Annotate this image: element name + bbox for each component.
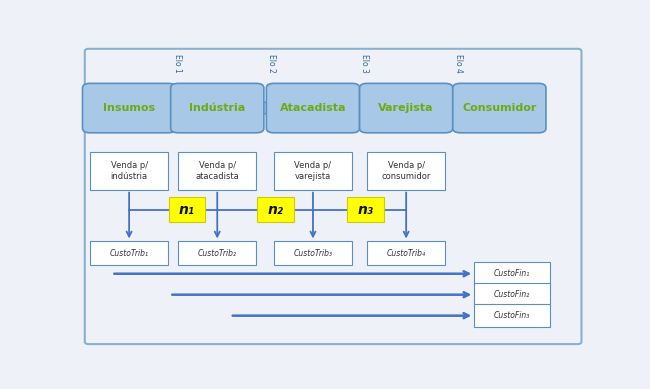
Text: n₃: n₃ (358, 203, 374, 217)
FancyBboxPatch shape (474, 263, 550, 285)
FancyBboxPatch shape (178, 241, 256, 265)
Text: Elo 4: Elo 4 (454, 54, 463, 73)
FancyBboxPatch shape (367, 241, 445, 265)
Text: CustoFin₁: CustoFin₁ (494, 269, 530, 278)
FancyBboxPatch shape (83, 83, 176, 133)
FancyBboxPatch shape (168, 198, 205, 223)
Text: Elo 2: Elo 2 (267, 54, 276, 72)
Text: Venda p/
atacadista: Venda p/ atacadista (196, 161, 239, 181)
FancyBboxPatch shape (367, 152, 445, 190)
Text: CustoTrib₁: CustoTrib₁ (110, 249, 149, 258)
FancyBboxPatch shape (257, 198, 294, 223)
Text: Venda p/
consumidor: Venda p/ consumidor (382, 161, 431, 181)
FancyBboxPatch shape (359, 83, 453, 133)
Text: Insumos: Insumos (103, 103, 155, 113)
Text: n₂: n₂ (267, 203, 283, 217)
FancyBboxPatch shape (90, 241, 168, 265)
FancyBboxPatch shape (171, 83, 264, 133)
Text: CustoTrib₂: CustoTrib₂ (198, 249, 237, 258)
Polygon shape (441, 95, 460, 121)
FancyBboxPatch shape (274, 152, 352, 190)
Text: Venda p/
indústria: Venda p/ indústria (111, 161, 148, 181)
Text: CustoTrib₄: CustoTrib₄ (387, 249, 426, 258)
FancyBboxPatch shape (178, 152, 256, 190)
FancyBboxPatch shape (90, 152, 168, 190)
Polygon shape (347, 95, 367, 121)
Polygon shape (254, 95, 274, 121)
Text: CustoTrib₃: CustoTrib₃ (294, 249, 333, 258)
Text: Varejista: Varejista (378, 103, 434, 113)
Text: Consumidor: Consumidor (462, 103, 536, 113)
FancyBboxPatch shape (266, 83, 359, 133)
FancyBboxPatch shape (274, 241, 352, 265)
Text: Indústria: Indústria (189, 103, 246, 113)
FancyBboxPatch shape (348, 198, 384, 223)
Text: CustoFin₃: CustoFin₃ (494, 311, 530, 320)
FancyBboxPatch shape (474, 284, 550, 306)
FancyBboxPatch shape (453, 83, 546, 133)
Text: Elo 1: Elo 1 (174, 54, 183, 72)
Text: Atacadista: Atacadista (280, 103, 346, 113)
Text: Venda p/
varejista: Venda p/ varejista (294, 161, 332, 181)
Text: n₁: n₁ (179, 203, 195, 217)
FancyBboxPatch shape (474, 305, 550, 327)
FancyBboxPatch shape (84, 49, 582, 344)
Polygon shape (159, 95, 178, 121)
Text: CustoFin₂: CustoFin₂ (494, 290, 530, 299)
Text: Elo 3: Elo 3 (360, 54, 369, 73)
